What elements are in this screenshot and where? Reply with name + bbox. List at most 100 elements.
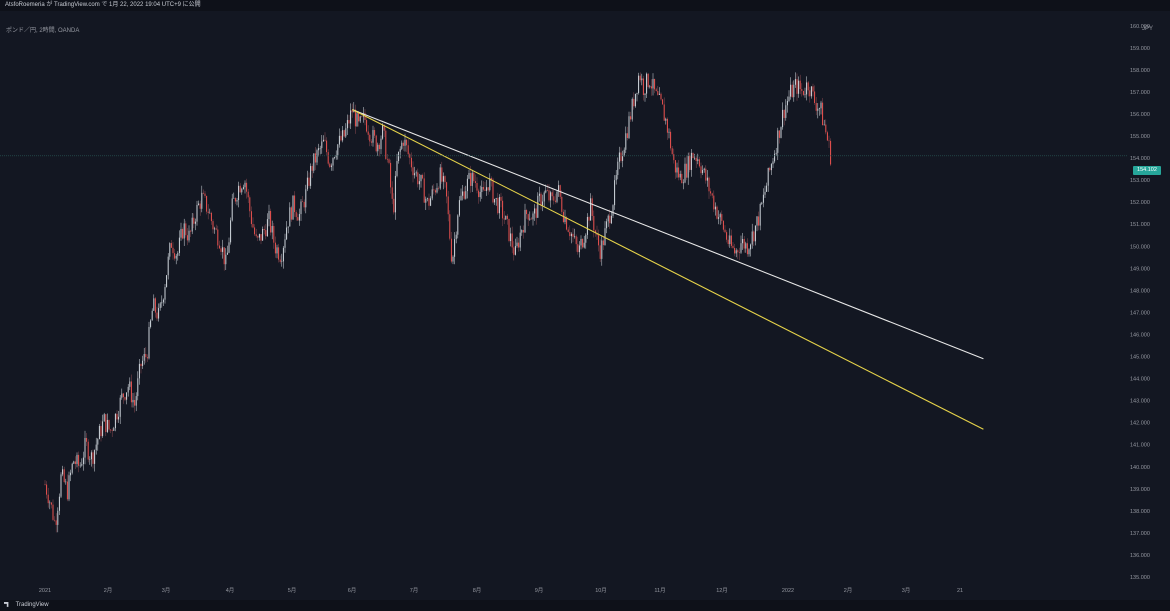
candle-body — [446, 182, 448, 197]
candle-body — [308, 177, 310, 186]
candle-body — [286, 227, 288, 240]
candle-body — [466, 178, 468, 192]
candle-body — [769, 167, 771, 171]
published-caption: AtsfoRoemeria が TradingView.com で 1月 22,… — [0, 0, 1170, 11]
candle-body — [86, 437, 88, 442]
candle-body — [810, 86, 812, 97]
candle-body — [830, 140, 832, 165]
candle-body — [310, 166, 312, 186]
candle-body — [287, 226, 289, 228]
candle-body — [687, 155, 689, 178]
candle-body — [798, 80, 800, 94]
candle-body — [745, 243, 747, 249]
candle-body — [268, 210, 270, 220]
candle-body — [303, 201, 305, 208]
candle-body — [201, 192, 203, 209]
candle-body — [214, 228, 216, 230]
candle-body — [738, 252, 740, 253]
candle-body — [762, 194, 764, 203]
y-tick-label: 160.000 — [1130, 24, 1150, 30]
candle-body — [449, 214, 451, 239]
candle-body — [593, 215, 595, 231]
candle-body — [130, 381, 132, 403]
candle-body — [542, 201, 544, 206]
y-tick-label: 150.000 — [1130, 244, 1150, 250]
price-chart[interactable]: 160.000 159.000 158.000 157.000 156.000 155.0… — [0, 11, 1170, 600]
candle-body — [113, 428, 115, 431]
candle-body — [529, 218, 531, 220]
candle-body — [770, 164, 772, 171]
candle-body — [503, 218, 505, 220]
published-caption-text: AtsfoRoemeria が TradingView.com で 1月 22,… — [5, 2, 201, 8]
candle-body — [782, 109, 784, 128]
candle-body — [399, 148, 401, 152]
candle-body — [313, 153, 315, 171]
candle-body — [516, 242, 518, 247]
candle-body — [474, 181, 476, 184]
candle-body — [521, 229, 523, 233]
candle-body — [754, 225, 756, 242]
candle-body — [50, 502, 52, 505]
candle-body — [569, 231, 571, 237]
candle-body — [350, 110, 352, 124]
candle-body — [239, 185, 241, 193]
candle-body — [289, 207, 291, 227]
candle-body — [559, 185, 561, 197]
candle-body — [620, 152, 622, 161]
candle-body — [225, 254, 227, 265]
candle-body — [450, 238, 452, 262]
candle-body — [649, 86, 651, 87]
candle-body — [314, 153, 316, 163]
candle-body — [767, 167, 769, 186]
candle-body — [255, 234, 257, 237]
candle-body — [636, 92, 638, 94]
chart-area[interactable]: 160.000 159.000 158.000 157.000 156.000 155.0… — [0, 11, 1170, 600]
candle-body — [65, 481, 67, 483]
candle-body — [537, 195, 539, 218]
candle-body — [282, 247, 284, 262]
candle-body — [734, 247, 736, 254]
last-price-badge: 154.102 — [1133, 166, 1161, 175]
candle-body — [98, 425, 100, 440]
y-tick-label: 159.000 — [1130, 46, 1150, 52]
candle-body — [668, 131, 670, 133]
x-tick-label: 9月 — [535, 587, 544, 594]
candle-body — [490, 178, 492, 180]
candle-body — [383, 124, 385, 131]
candle-body — [249, 197, 251, 212]
candle-body — [431, 189, 433, 199]
candles-layer — [44, 72, 832, 533]
candle-body — [84, 437, 86, 458]
candle-body — [697, 159, 699, 162]
candle-body — [455, 234, 457, 240]
symbol-label: ポンド／円, 2時間, OANDA — [6, 28, 80, 34]
candle-body — [617, 161, 619, 176]
candle-body — [828, 140, 830, 142]
candle-body — [761, 202, 763, 205]
candle-body — [441, 167, 443, 182]
candle-body — [609, 215, 611, 224]
candle-body — [626, 133, 628, 138]
candle-body — [604, 228, 606, 246]
candle-body — [172, 247, 174, 254]
candle-body — [402, 142, 404, 146]
candle-body — [468, 173, 470, 179]
candle-body — [722, 220, 724, 230]
candle-body — [238, 185, 240, 201]
candle-body — [729, 235, 731, 244]
x-tick-label: 7月 — [410, 587, 419, 594]
candle-body — [716, 206, 718, 219]
candle-body — [591, 198, 593, 216]
footer-bar: TradingView — [0, 600, 1170, 611]
candle-body — [217, 229, 219, 246]
candle-body — [58, 496, 60, 511]
candle-body — [815, 102, 817, 111]
candle-body — [146, 357, 148, 359]
candle-body — [170, 243, 172, 248]
candle-body — [511, 233, 513, 248]
candle-body — [678, 167, 680, 178]
candle-body — [210, 212, 212, 222]
candle-body — [60, 474, 62, 497]
candle-body — [759, 204, 761, 226]
candle-body — [674, 160, 676, 173]
